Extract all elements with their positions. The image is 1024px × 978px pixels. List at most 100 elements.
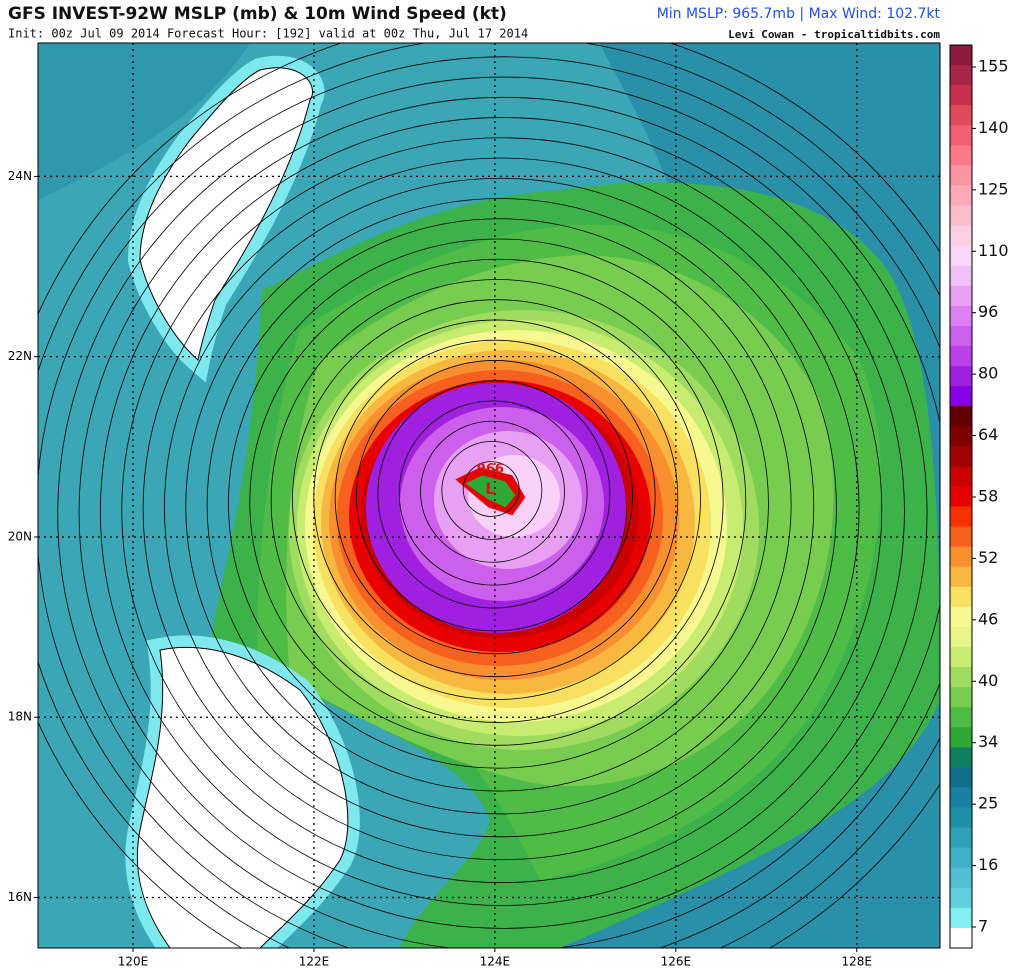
land bbox=[139, 67, 313, 361]
colorbar-label: 64 bbox=[978, 425, 998, 444]
isobar bbox=[313, 319, 679, 678]
colorbar-swatch bbox=[950, 446, 972, 467]
isobar bbox=[441, 440, 543, 540]
colorbar-swatch bbox=[950, 366, 972, 387]
isobar bbox=[334, 339, 656, 655]
colorbar-swatch bbox=[950, 105, 972, 126]
colorbar-swatch bbox=[950, 265, 972, 287]
colorbar-swatch bbox=[950, 546, 972, 568]
colorbar-swatch bbox=[950, 85, 972, 106]
colorbar-swatch bbox=[950, 586, 972, 608]
longitude-label: 128E bbox=[842, 955, 873, 969]
colorbar-swatch bbox=[950, 747, 972, 768]
colorbar-swatch bbox=[950, 606, 972, 628]
longitude-label: 120E bbox=[118, 955, 149, 969]
colorbar-label: 58 bbox=[978, 487, 998, 506]
colorbar-label: 155 bbox=[978, 57, 1009, 76]
map-area bbox=[38, 43, 940, 948]
title: GFS INVEST-92W MSLP (mb) & 10m Wind Spee… bbox=[8, 4, 507, 24]
darker-wind-zone bbox=[38, 43, 250, 200]
isobar bbox=[249, 258, 747, 746]
colorbar-label: 140 bbox=[978, 118, 1009, 137]
colorbar-swatch bbox=[950, 245, 972, 267]
colorbar-swatch bbox=[950, 506, 972, 528]
isobar bbox=[292, 299, 701, 700]
colorbar-label: 16 bbox=[978, 855, 998, 874]
isobar bbox=[462, 461, 520, 517]
longitude-label: 122E bbox=[299, 955, 330, 969]
colorbar-swatch bbox=[950, 486, 972, 508]
colorbar-label: 110 bbox=[978, 241, 1009, 260]
colorbar-swatch bbox=[950, 867, 972, 889]
colorbar-swatch bbox=[950, 687, 972, 708]
colorbar-swatch bbox=[950, 346, 972, 367]
colorbar-swatch bbox=[950, 285, 972, 307]
isobar bbox=[57, 76, 940, 948]
colorbar-label: 96 bbox=[978, 302, 998, 321]
colorbar-label: 25 bbox=[978, 794, 998, 813]
colorbar-swatch bbox=[950, 45, 972, 66]
colorbar-swatch bbox=[950, 526, 972, 548]
colorbar-swatch bbox=[950, 386, 972, 407]
map-frame bbox=[37, 42, 941, 949]
colorbar-swatch bbox=[950, 566, 972, 588]
init-line: Init: 00z Jul 09 2014 Forecast Hour: [19… bbox=[8, 27, 528, 41]
latitude-label: 22N bbox=[8, 349, 32, 363]
colorbar-label: 80 bbox=[978, 364, 998, 383]
colorbar-label: 46 bbox=[978, 609, 998, 628]
colorbar-swatch bbox=[950, 65, 972, 86]
isobar bbox=[78, 96, 928, 929]
colorbar-swatch bbox=[950, 667, 972, 688]
isobar bbox=[356, 360, 633, 632]
isobar bbox=[121, 137, 883, 883]
colorbar: 155 140 125 110 96 80 64 58 52 46 40 34 25 16 7 bbox=[949, 44, 1009, 949]
colorbar-swatch bbox=[950, 827, 972, 849]
isobar bbox=[164, 177, 837, 838]
colorbar-label: 7 bbox=[978, 917, 988, 936]
isobar bbox=[270, 279, 724, 723]
center-pressure: 966 bbox=[477, 462, 504, 477]
isobar bbox=[185, 198, 815, 815]
colorbar-swatch bbox=[950, 145, 972, 166]
credit: Levi Cowan - tropicaltidbits.com bbox=[728, 28, 940, 41]
colorbar-swatch bbox=[950, 626, 972, 648]
colorbar-swatch bbox=[950, 225, 972, 247]
latitude-label: 20N bbox=[8, 529, 32, 543]
latitude-label: 18N bbox=[8, 710, 32, 724]
colorbar-label: 52 bbox=[978, 548, 998, 567]
colorbar-swatch bbox=[950, 185, 972, 207]
colorbar-swatch bbox=[950, 787, 972, 809]
summary: Min MSLP: 965.7mb | Max Wind: 102.7kt bbox=[657, 6, 941, 22]
colorbar-swatch bbox=[950, 466, 972, 487]
colorbar-swatch bbox=[950, 165, 972, 186]
isobar bbox=[398, 400, 588, 586]
colorbar-swatch bbox=[950, 807, 972, 829]
colorbar-swatch bbox=[950, 647, 972, 668]
isobar bbox=[228, 238, 769, 769]
isobar bbox=[420, 420, 565, 563]
latitude-label: 24N bbox=[8, 169, 32, 183]
colorbar-swatch bbox=[950, 305, 972, 327]
colorbar-swatch bbox=[950, 125, 972, 146]
low-symbol: L bbox=[485, 479, 495, 498]
colorbar-swatch bbox=[950, 707, 972, 728]
latitude-label: 16N bbox=[8, 890, 32, 904]
isobar bbox=[142, 157, 860, 861]
colorbar-swatch bbox=[950, 887, 972, 909]
longitude-label: 124E bbox=[480, 955, 511, 969]
isobar bbox=[38, 56, 940, 948]
colorbar-label: 40 bbox=[978, 671, 998, 690]
storm-eye bbox=[465, 475, 516, 508]
colorbar-swatch bbox=[950, 847, 972, 869]
colorbar-swatch bbox=[950, 727, 972, 748]
colorbar-label: 125 bbox=[978, 179, 1009, 198]
longitude-label: 126E bbox=[661, 955, 692, 969]
colorbar-swatch bbox=[950, 205, 972, 227]
colorbar-label: 34 bbox=[978, 732, 998, 751]
colorbar-swatch bbox=[950, 325, 972, 347]
colorbar-swatch bbox=[950, 767, 972, 788]
isobar bbox=[206, 218, 792, 792]
colorbar-swatch bbox=[950, 406, 972, 427]
isobar bbox=[377, 380, 611, 609]
